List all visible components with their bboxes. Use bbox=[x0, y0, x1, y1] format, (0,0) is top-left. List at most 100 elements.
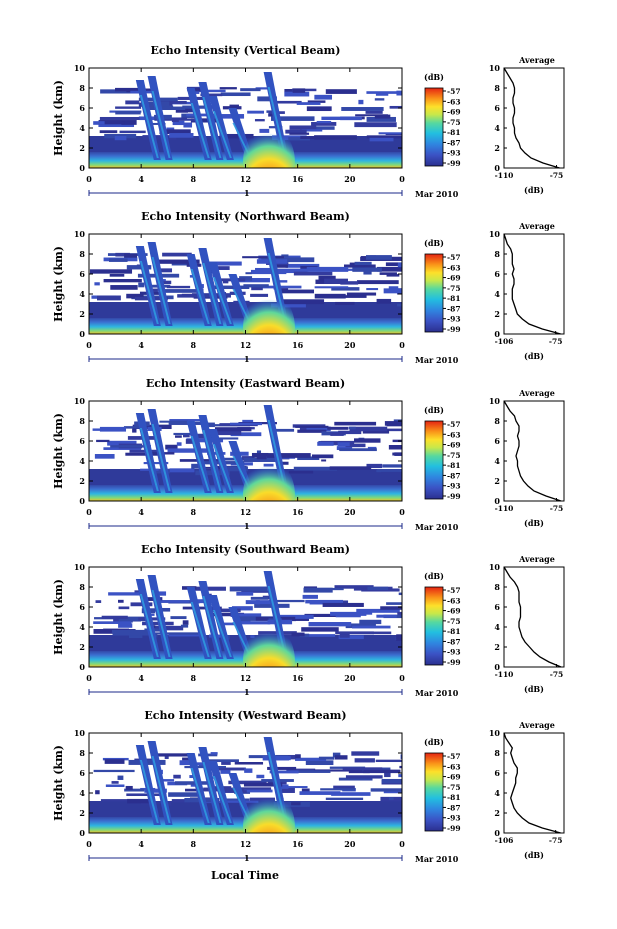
echo-cell bbox=[251, 452, 269, 458]
echo-cell bbox=[341, 107, 384, 111]
profile-x-tick-label: -106 bbox=[495, 836, 514, 845]
plume-core bbox=[212, 610, 232, 657]
echo-cell bbox=[171, 119, 179, 123]
echo-cell bbox=[231, 606, 253, 611]
echo-cell bbox=[301, 129, 323, 132]
echo-cell bbox=[171, 799, 191, 803]
echo-cell bbox=[389, 105, 402, 109]
echo-cell bbox=[229, 586, 268, 592]
echo-cell bbox=[145, 106, 186, 111]
echo-cell bbox=[366, 91, 397, 94]
echo-cell bbox=[214, 437, 239, 440]
profile-x-tick-label: -110 bbox=[495, 504, 514, 513]
echo-cell bbox=[132, 428, 137, 433]
echo-cell bbox=[400, 754, 402, 759]
plume-core bbox=[151, 91, 171, 158]
echo-cell bbox=[210, 752, 218, 755]
echo-cell bbox=[257, 96, 277, 102]
profile-y-tick-label: 10 bbox=[489, 396, 501, 406]
echo-cell bbox=[273, 264, 288, 268]
echo-cell bbox=[304, 613, 347, 618]
echo-cell bbox=[382, 464, 402, 468]
plume-core bbox=[151, 257, 171, 324]
echo-cell bbox=[314, 135, 357, 140]
echo-cell bbox=[167, 448, 209, 453]
plume-core bbox=[139, 594, 159, 657]
echo-cell bbox=[366, 463, 383, 469]
colorbar bbox=[424, 87, 444, 167]
echo-cell bbox=[363, 270, 372, 275]
echo-cell bbox=[194, 89, 226, 93]
colorbar-tick-label: -63 bbox=[447, 596, 461, 605]
echo-cell bbox=[314, 94, 333, 100]
echo-cell bbox=[318, 756, 335, 760]
echo-cell bbox=[331, 792, 371, 796]
echo-cell bbox=[325, 797, 364, 800]
echo-cell bbox=[379, 272, 397, 275]
echo-cell bbox=[239, 276, 253, 281]
echo-cell bbox=[124, 788, 145, 792]
y-tick-label: 4 bbox=[79, 123, 85, 133]
y-axis-label: Height (km) bbox=[52, 745, 65, 821]
echo-cell bbox=[210, 608, 241, 613]
echo-cell bbox=[334, 755, 348, 760]
echo-cell bbox=[340, 116, 362, 121]
profile-frame bbox=[503, 67, 565, 169]
y-tick-label: 8 bbox=[79, 249, 85, 259]
y-tick-label: 2 bbox=[79, 309, 85, 319]
x-tick-label: 16 bbox=[292, 673, 304, 683]
echo-cell bbox=[396, 90, 402, 96]
profile-y-tick-label: 8 bbox=[494, 83, 500, 93]
y-tick-label: 8 bbox=[79, 416, 85, 426]
profile-y-tick-label: 8 bbox=[494, 582, 500, 592]
echo-cell bbox=[397, 303, 402, 307]
echo-cell bbox=[311, 122, 337, 126]
echo-cell bbox=[245, 272, 252, 275]
echo-cell bbox=[396, 635, 402, 641]
x-tick-label: 0 bbox=[86, 839, 92, 849]
echo-cell bbox=[110, 445, 151, 448]
echo-cell bbox=[369, 137, 394, 142]
echo-cell bbox=[268, 599, 305, 603]
echo-cell bbox=[155, 100, 187, 104]
echo-cell bbox=[142, 135, 177, 140]
echo-cell bbox=[125, 452, 165, 456]
echo-cell bbox=[214, 427, 252, 432]
echo-cell bbox=[138, 116, 169, 121]
echo-cell bbox=[94, 282, 100, 286]
x-tick-label: 8 bbox=[191, 673, 197, 683]
colorbar-tick-label: -99 bbox=[447, 325, 461, 334]
echo-cell bbox=[115, 87, 145, 92]
echo-cell bbox=[295, 754, 301, 759]
profile-y-tick-label: 0 bbox=[494, 662, 500, 672]
colorbar-tick-label: -99 bbox=[447, 159, 461, 168]
echo-cell bbox=[288, 470, 314, 474]
profile-frame bbox=[503, 732, 565, 834]
echo-cell bbox=[175, 435, 182, 438]
x-tick-label: 4 bbox=[138, 673, 144, 683]
echo-cell bbox=[251, 286, 263, 291]
profile-x-tick-label: -75 bbox=[550, 504, 564, 513]
echo-cell bbox=[152, 288, 158, 292]
x-tick-label: 0 bbox=[86, 174, 92, 184]
echo-cell bbox=[279, 289, 315, 294]
echo-cell bbox=[336, 446, 353, 451]
echo-cell bbox=[162, 289, 204, 293]
echo-cell bbox=[243, 789, 273, 793]
echo-cell bbox=[305, 760, 334, 766]
plume-core bbox=[190, 269, 210, 324]
echo-cell bbox=[155, 753, 195, 757]
echo-cell bbox=[327, 426, 349, 430]
echo-cell bbox=[126, 265, 152, 270]
plume-core bbox=[212, 277, 232, 324]
echo-cell bbox=[153, 105, 174, 108]
plume-core bbox=[202, 762, 222, 823]
panel-title: Echo Intensity (Eastward Beam) bbox=[146, 377, 345, 390]
date-label: Mar 2010 bbox=[415, 355, 459, 365]
echo-cell bbox=[128, 635, 143, 639]
echo-cell bbox=[220, 770, 231, 774]
colorbar-tick-label: -81 bbox=[447, 793, 461, 802]
echo-cell bbox=[322, 602, 364, 607]
